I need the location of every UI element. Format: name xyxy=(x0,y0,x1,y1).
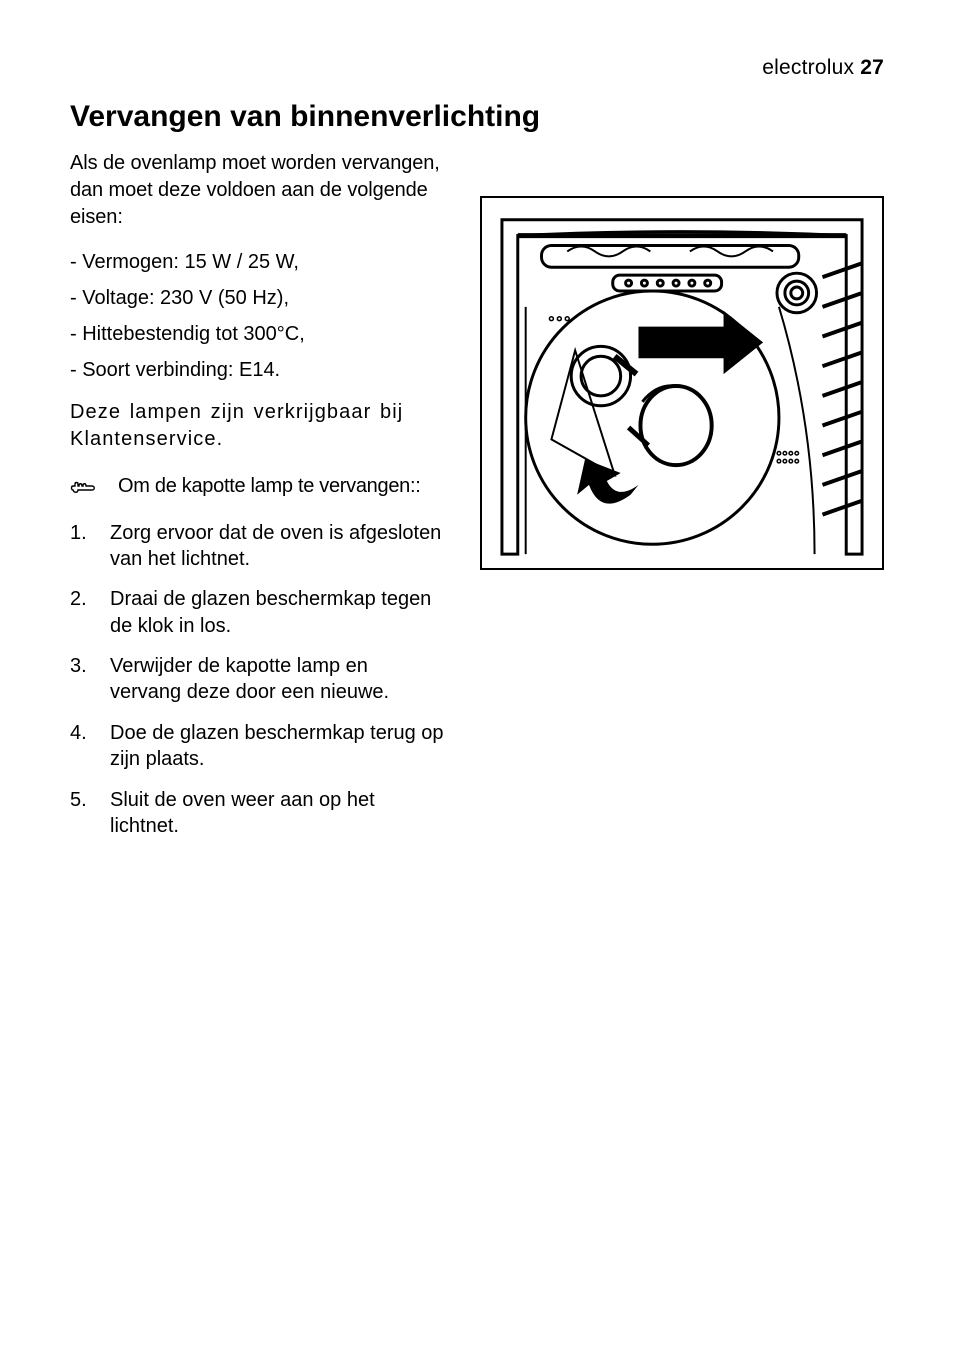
step-item: Zorg ervoor dat de oven is afgesloten va… xyxy=(70,520,444,573)
spec-item: - Hittebestendig tot 300°C, xyxy=(70,317,444,351)
brand-label: electrolux xyxy=(762,56,854,79)
spec-item: - Soort verbinding: E14. xyxy=(70,353,444,387)
page-title: Vervangen van binnenverlichting xyxy=(70,98,884,136)
pointing-hand-icon xyxy=(70,475,96,502)
oven-lamp-illustration-icon xyxy=(482,198,882,568)
step-item: Verwijder de kapotte lamp en vervang dez… xyxy=(70,653,444,706)
spec-item: - Vermogen: 15 W / 25 W, xyxy=(70,245,444,279)
content-columns: Als de ovenlamp moet worden vervangen, d… xyxy=(70,150,884,854)
intro-paragraph: Als de ovenlamp moet worden vervangen, d… xyxy=(70,150,444,231)
page-header: electrolux 27 xyxy=(70,56,884,80)
pointer-text: Om de kapotte lamp te vervangen:: xyxy=(118,475,421,498)
pointer-row: Om de kapotte lamp te vervangen:: xyxy=(70,475,444,502)
availability-paragraph: Deze lampen zijn verkrijgbaar bij Klante… xyxy=(70,399,444,453)
step-item: Sluit de oven weer aan op het lichtnet. xyxy=(70,787,444,840)
right-column xyxy=(480,150,884,854)
spec-item: - Voltage: 230 V (50 Hz), xyxy=(70,281,444,315)
spec-list: - Vermogen: 15 W / 25 W, - Voltage: 230 … xyxy=(70,245,444,387)
step-item: Draai de glazen beschermkap tegen de klo… xyxy=(70,586,444,639)
oven-lamp-figure xyxy=(480,196,884,570)
page: electrolux 27 Vervangen van binnenverlic… xyxy=(0,0,954,1354)
step-item: Doe de glazen beschermkap terug op zijn … xyxy=(70,720,444,773)
step-list: Zorg ervoor dat de oven is afgesloten va… xyxy=(70,520,444,840)
left-column: Als de ovenlamp moet worden vervangen, d… xyxy=(70,150,444,854)
page-number: 27 xyxy=(860,56,884,79)
